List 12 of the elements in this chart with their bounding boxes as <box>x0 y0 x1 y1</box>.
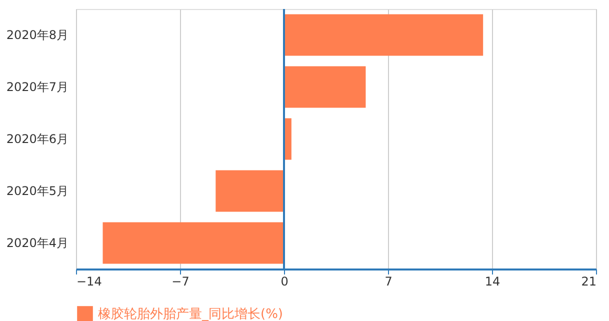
x-tick-label: 21 <box>581 274 596 288</box>
x-tick-label: −7 <box>172 274 190 288</box>
x-tick-label: 0 <box>280 274 288 288</box>
x-tick-label: 7 <box>384 274 392 288</box>
y-tick-label: 2020年8月 <box>6 28 68 42</box>
x-tick-label: −14 <box>76 274 102 288</box>
y-tick-label: 2020年4月 <box>6 236 68 250</box>
legend-label: 橡胶轮胎外胎产量_同比增长(%) <box>98 307 283 321</box>
y-tick-label: 2020年7月 <box>6 80 68 94</box>
y-tick-label: 2020年5月 <box>6 184 68 198</box>
x-tick-label: 14 <box>484 274 500 288</box>
y-tick-label: 2020年6月 <box>6 132 68 146</box>
